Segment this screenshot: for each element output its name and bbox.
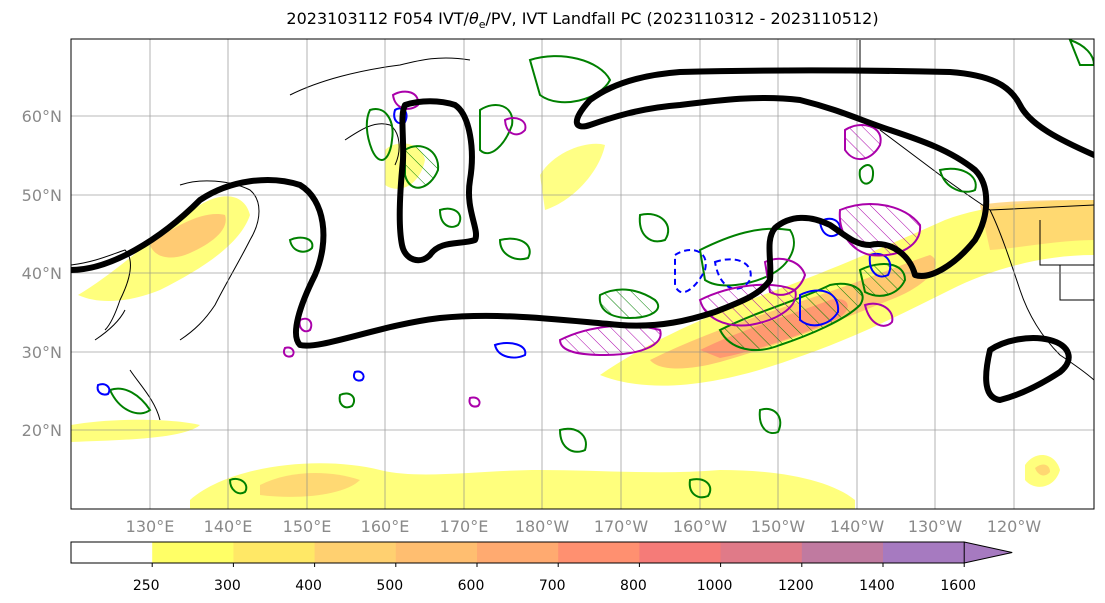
colorbar-extend-arrow xyxy=(963,541,1013,564)
map-plot-area xyxy=(71,39,1094,509)
lat-label-30n: 30°N xyxy=(22,343,62,362)
colorbar-tick-label: 700 xyxy=(539,578,566,594)
colorbar-segment xyxy=(801,542,884,563)
colorbar-segment xyxy=(639,542,722,563)
coastlines xyxy=(71,40,1094,421)
colorbar-tick-label: 250 xyxy=(133,578,160,594)
colorbar-tick-label: 600 xyxy=(458,578,485,594)
colorbar: 250 300 400 500 600 700 800 1000 1200 1400 1600 xyxy=(70,541,1013,594)
colorbar-tick-label: 1400 xyxy=(859,578,895,594)
lat-label-60n: 60°N xyxy=(22,107,62,126)
colorbar-tick-label: 1600 xyxy=(940,578,976,594)
colorbar-segment xyxy=(395,542,478,563)
lon-label-130w: 130°W xyxy=(908,517,963,536)
colorbar-segment xyxy=(883,542,965,563)
colorbar-segment xyxy=(314,542,397,563)
lon-label-150e: 150°E xyxy=(283,517,332,536)
colorbar-tick-label: 1200 xyxy=(778,578,814,594)
lon-label-150w: 150°W xyxy=(751,517,806,536)
colorbar-tick-label: 800 xyxy=(620,578,647,594)
colorbar-segment xyxy=(720,542,803,563)
lon-label-160e: 160°E xyxy=(361,517,410,536)
lat-label-40n: 40°N xyxy=(22,264,62,283)
lat-label-20n: 20°N xyxy=(22,421,62,440)
colorbar-segment xyxy=(233,542,316,563)
lon-label-120w: 120°W xyxy=(987,517,1042,536)
lon-label-160w: 160°W xyxy=(673,517,728,536)
lon-label-170e: 170°E xyxy=(440,517,489,536)
colorbar-segment xyxy=(71,542,153,563)
title-theta-sub: e xyxy=(478,18,486,32)
lon-label-130e: 130°E xyxy=(126,517,175,536)
colorbar-segment xyxy=(152,542,234,563)
longitude-labels: 130°E 140°E 150°E 160°E 170°E 180°W 170°… xyxy=(126,517,1042,536)
latitude-labels: 60°N 50°N 40°N 30°N 20°N xyxy=(22,107,62,440)
map-title: 2023103112 F054 IVT/θe/PV, IVT Landfall … xyxy=(0,9,1105,31)
colorbar-segment xyxy=(477,542,559,563)
lon-label-180w: 180°W xyxy=(515,517,570,536)
colorbar-segment xyxy=(558,542,640,563)
lon-label-170w: 170°W xyxy=(594,517,649,536)
title-prefix: 2023103112 F054 IVT/ xyxy=(286,9,469,28)
colorbar-tick-label: 500 xyxy=(376,578,403,594)
title-theta: θ xyxy=(468,9,479,28)
plot-frame xyxy=(70,38,1095,510)
colorbar-tick-label: 1000 xyxy=(697,578,733,594)
title-suffix: /PV, IVT Landfall PC (2023110312 - 20231… xyxy=(485,9,879,28)
blue-contours xyxy=(96,107,892,396)
landfall-pc-contours xyxy=(71,67,1094,403)
colorbar-tick-label: 300 xyxy=(214,578,241,594)
lon-label-140e: 140°E xyxy=(204,517,253,536)
colorbar-frame xyxy=(70,541,965,564)
colorbar-tick-label: 400 xyxy=(295,578,322,594)
lat-label-50n: 50°N xyxy=(22,186,62,205)
lon-label-140w: 140°W xyxy=(830,517,885,536)
